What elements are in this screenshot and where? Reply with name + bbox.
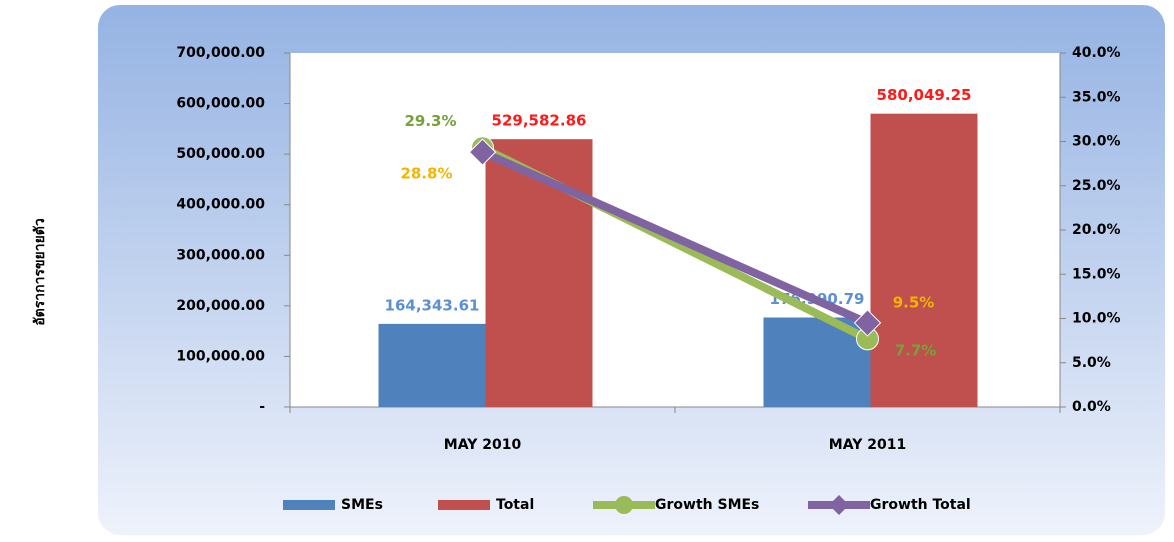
data-label: 29.3% [404,112,456,130]
marker [853,309,882,337]
y-tick-label: 500,000.00 [176,146,265,162]
line [478,148,872,327]
y-tick-label: 600,000.00 [176,96,265,112]
legend-label: Total [496,497,534,513]
y-tick-label: - [259,399,265,415]
y2-tick-label: 5.0% [1072,355,1111,371]
y-tick-label: 300,000.00 [176,247,265,263]
y2-tick-label: 25.0% [1072,178,1121,194]
bar [485,139,593,408]
y-tick-label: 700,000.00 [176,45,265,61]
y-tick-label: 400,000.00 [176,197,265,213]
legend-label: Growth Total [870,497,971,513]
y2-tick-label: 40.0% [1072,45,1121,61]
legend-marker [829,495,849,515]
data-label: 580,049.25 [877,86,972,104]
data-label: 164,343.61 [385,296,480,314]
y2-tick-label: 35.0% [1072,89,1121,105]
data-label: 9.5% [893,293,935,311]
x-tick-label: MAY 2011 [829,437,906,453]
data-label: 28.8% [400,165,452,183]
data-label: 7.7% [895,341,937,359]
legend-swatch [438,500,490,510]
y2-tick-label: 15.0% [1072,266,1121,282]
y2-tick-label: 20.0% [1072,222,1121,238]
x-tick-label: MAY 2010 [444,437,522,453]
legend-label: SMEs [341,497,383,513]
y2-tick-label: 0.0% [1072,399,1111,415]
legend-label: Growth SMEs [655,497,759,513]
marker [468,138,497,166]
legend-marker [615,496,633,514]
data-label: 529,582.86 [492,112,587,130]
bar [378,323,486,407]
y2-tick-label: 10.0% [1072,311,1121,327]
y-tick-label: 200,000.00 [176,298,265,314]
y-axis-label: อัตราการขยายตัว [32,218,48,326]
legend-swatch [283,500,335,510]
y2-tick-label: 30.0% [1072,134,1121,150]
bar [870,113,978,408]
y-tick-label: 100,000.00 [176,348,265,364]
